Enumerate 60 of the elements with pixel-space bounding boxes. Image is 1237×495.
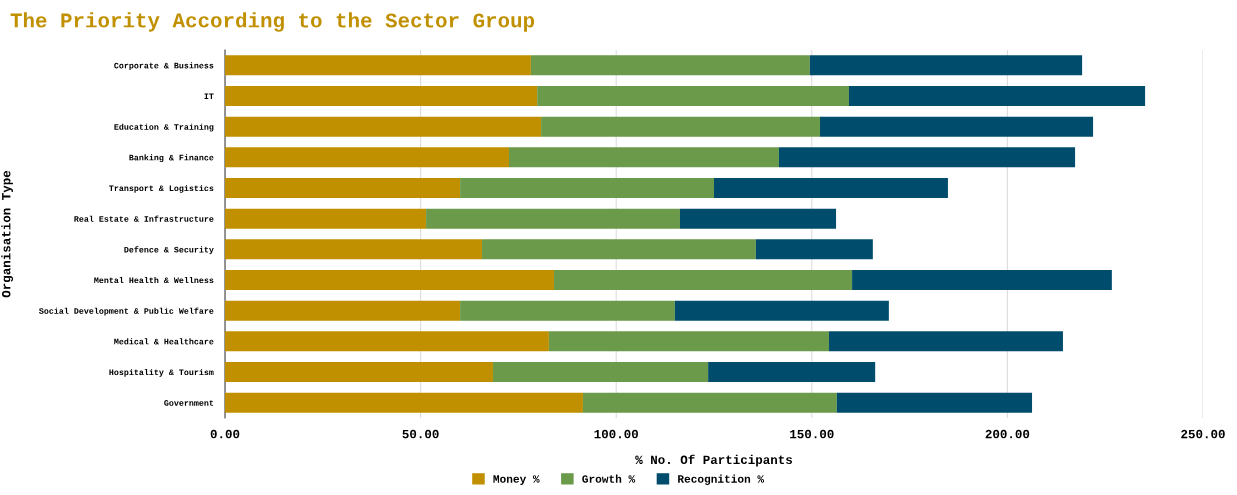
x-axis-title: % No. Of Participants <box>635 454 792 467</box>
bar <box>554 270 853 290</box>
y-tick-label: Hospitality & Tourism <box>109 368 214 377</box>
y-tick-label: Transport & Logistics <box>109 184 214 193</box>
bar <box>225 147 510 168</box>
y-tick-label: Government <box>164 400 214 406</box>
bar <box>482 239 756 260</box>
bar <box>492 362 709 382</box>
bar <box>225 55 531 76</box>
bar <box>460 300 675 321</box>
y-tick-label: Mental Health & Wellness <box>94 276 214 284</box>
bar <box>225 362 493 382</box>
legend-label: Growth % <box>582 474 636 483</box>
x-tick-label: 0.00 <box>210 429 240 439</box>
bar <box>225 239 483 260</box>
bar <box>809 55 1083 76</box>
y-axis-title: Organisation Type <box>1 170 13 298</box>
y-tick-label: Education & Training <box>114 123 214 132</box>
y-tick-label: Defence & Security <box>124 246 214 255</box>
bar <box>548 331 830 352</box>
y-tick-label: Corporate & Business <box>114 62 214 71</box>
bar <box>225 116 542 137</box>
x-tick-label: 200.00 <box>985 429 1030 439</box>
bar <box>679 208 837 229</box>
bar <box>426 208 680 229</box>
x-tick-label: 50.00 <box>402 429 439 439</box>
bar <box>225 178 461 198</box>
legend-label: Recognition % <box>678 474 765 485</box>
bar <box>537 86 849 106</box>
x-tick-label: 250.00 <box>1181 429 1225 439</box>
chart-title: The Priority According to the Sector Group <box>10 12 535 32</box>
bar <box>778 147 1076 168</box>
bar <box>582 392 837 413</box>
bar <box>852 270 1112 290</box>
bar <box>755 239 873 260</box>
bar <box>225 208 427 229</box>
x-tick-label: 100.00 <box>594 429 638 439</box>
bar <box>225 392 583 413</box>
bar <box>674 300 889 321</box>
y-tick-label: Banking & Finance <box>129 154 214 163</box>
bar <box>708 362 876 382</box>
y-tick-label: IT <box>204 93 214 100</box>
bar <box>460 178 714 198</box>
bar <box>820 116 1094 137</box>
legend-label: Money % <box>493 475 540 485</box>
bar <box>541 116 821 137</box>
bar <box>225 331 549 352</box>
y-tick-label: Medical & Healthcare <box>114 338 214 345</box>
bar <box>225 270 554 290</box>
bar <box>829 331 1063 352</box>
y-tick-label: Real Estate & Infrastructure <box>74 215 214 222</box>
bar <box>225 300 461 321</box>
y-tick-label: Social Development & Public Welfare <box>39 307 214 316</box>
bar <box>848 86 1146 106</box>
bar <box>225 86 538 106</box>
bar <box>836 392 1033 413</box>
bar <box>714 178 948 198</box>
bar <box>509 147 779 168</box>
bar <box>530 55 810 76</box>
x-tick-label: 150.00 <box>790 429 834 439</box>
